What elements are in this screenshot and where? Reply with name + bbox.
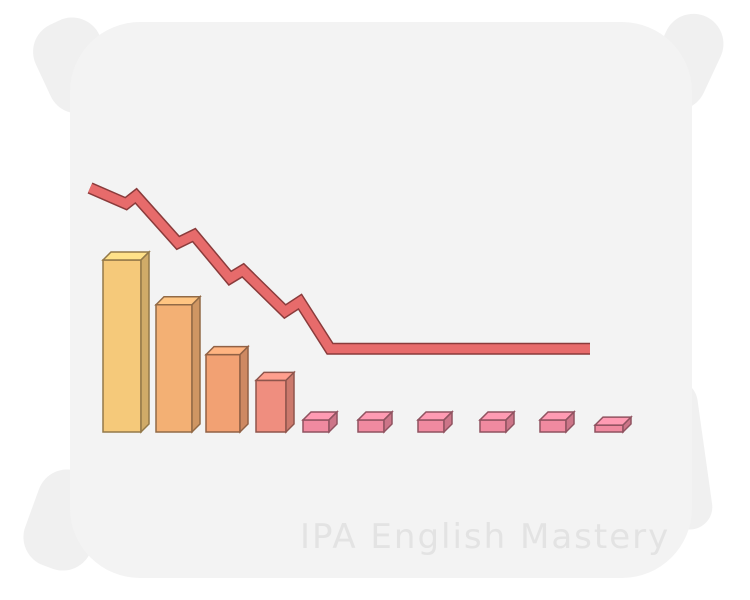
chart-bar <box>593 415 633 434</box>
chart-bar <box>538 410 576 434</box>
chart-bar <box>101 250 151 434</box>
chart-bar <box>154 294 202 434</box>
chart-bar <box>416 410 454 434</box>
chart-bar <box>478 410 516 434</box>
trend-line <box>88 183 590 354</box>
chart-bar <box>356 410 394 434</box>
chart-bar <box>204 344 250 434</box>
chart-bar <box>254 370 296 434</box>
chart-bar <box>301 410 339 434</box>
watermark-text: IPA English Mastery <box>300 517 671 557</box>
